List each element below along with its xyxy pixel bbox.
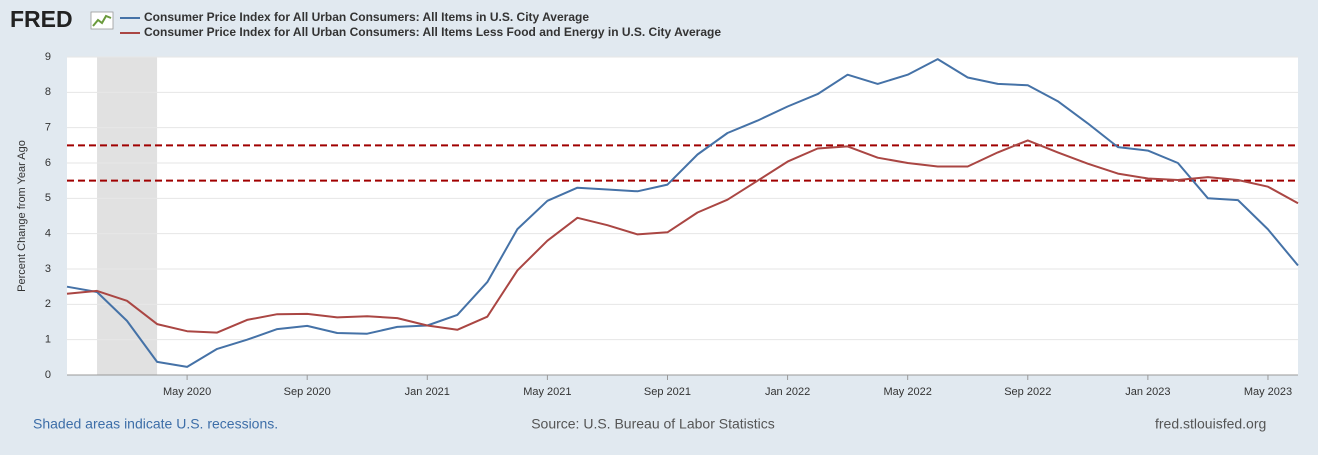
recession-note: Shaded areas indicate U.S. recessions. <box>33 416 278 432</box>
y-tick-label: 5 <box>45 192 51 204</box>
x-tick-label: May 2023 <box>1244 386 1292 398</box>
x-tick-label: Sep 2020 <box>284 386 331 398</box>
x-tick-label: May 2022 <box>884 386 932 398</box>
site: fred.stlouisfed.org <box>1155 416 1266 432</box>
series-line <box>66 139 1299 334</box>
y-axis-label: Percent Change from Year Ago <box>16 140 28 292</box>
y-tick-label: 4 <box>45 228 51 240</box>
x-tick-label: May 2021 <box>523 386 571 398</box>
recession-shade <box>97 57 158 375</box>
x-tick-label: Jan 2021 <box>405 386 450 398</box>
x-tick-label: Jan 2023 <box>1125 386 1170 398</box>
x-tick-label: Sep 2022 <box>1004 386 1051 398</box>
series-line <box>66 58 1299 368</box>
y-tick-label: 3 <box>45 263 51 275</box>
legend-label: Consumer Price Index for All Urban Consu… <box>144 10 589 24</box>
logo-icon <box>90 11 114 30</box>
x-tick-label: Sep 2021 <box>644 386 691 398</box>
x-tick-label: May 2020 <box>163 386 211 398</box>
logo: FRED <box>10 6 73 32</box>
y-tick-label: 1 <box>45 334 51 346</box>
y-tick-label: 2 <box>45 298 51 310</box>
y-tick-label: 7 <box>45 122 51 134</box>
source: Source: U.S. Bureau of Labor Statistics <box>531 416 775 432</box>
x-tick-label: Jan 2022 <box>765 386 810 398</box>
y-tick-label: 9 <box>45 51 51 63</box>
y-tick-label: 0 <box>45 369 51 381</box>
y-tick-label: 8 <box>45 86 51 98</box>
y-tick-label: 6 <box>45 157 51 169</box>
legend-label: Consumer Price Index for All Urban Consu… <box>144 25 721 39</box>
plot-area <box>67 57 1298 375</box>
